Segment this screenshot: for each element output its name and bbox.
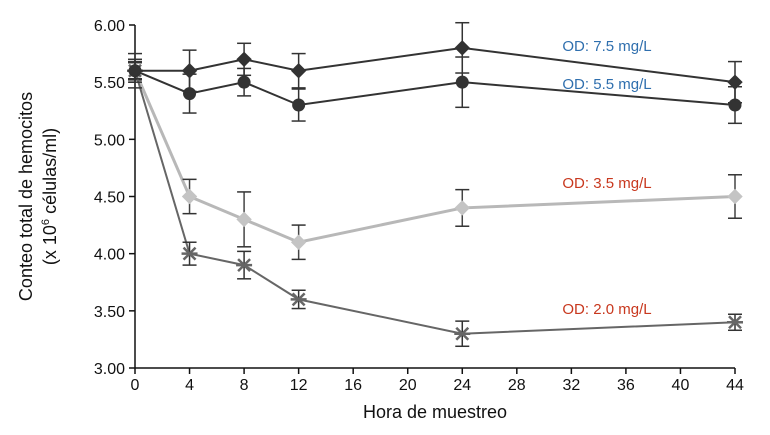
y-tick-label: 5.00 [94,132,125,149]
data-point [290,63,307,79]
labels: OD: 7.5 mg/L OD: 5.5 mg/L OD: 3.5 mg/L OD: … [562,38,651,318]
x-tick-label: 8 [240,377,249,394]
data-point [454,200,470,216]
x-tick-label: 44 [726,377,744,394]
data-point [127,63,143,79]
y-axis-title-prefix: (x 10 [40,225,60,265]
x-tick-label: 12 [290,377,308,394]
series-label-4: OD: 2.0 mg/L [562,301,651,318]
y-tick-label: 4.00 [94,247,125,264]
data-point [183,87,197,101]
series-2 [128,56,742,125]
y-tick-label: 6.00 [94,18,125,35]
data-point [454,40,470,56]
series-line [134,70,736,335]
data-point [454,326,471,341]
x-tick-label: 36 [617,377,635,394]
x-tick-label: 32 [562,377,580,394]
data-point [727,188,743,205]
data-point [727,74,743,90]
y-axis-title-suffix: células/ml) [40,128,60,219]
y-axis-title-line2: (x 106 células/ml) [40,128,60,265]
series-line [134,69,736,107]
x-tick-label: 20 [399,377,417,394]
x-tick-label: 0 [131,377,140,394]
data-point [727,315,743,330]
data-point [728,98,742,112]
data-point [181,188,198,205]
data-point [290,234,307,250]
axes: 3.00 3.50 4.00 4.50 5.00 5.50 6.00 0 4 8 12 16 20 24 2… [94,18,744,394]
series-1 [127,21,743,104]
y-tick-label: 5.50 [94,75,125,92]
x-tick-label: 24 [453,377,471,394]
y-tick-label: 3.00 [94,361,125,378]
data-point [236,211,252,228]
y-axis-title-superscript: 6 [40,219,52,225]
data-point [290,292,307,307]
x-tick-label: 16 [344,377,362,394]
data-point [455,75,469,89]
data-point [237,75,251,89]
series-line [133,70,736,244]
series-label-2: OD: 5.5 mg/L [562,76,651,93]
x-tick-label: 28 [508,377,526,394]
series-label-3: OD: 3.5 mg/L [562,175,651,192]
y-axis-title-line1: Conteo total de hemocitos [16,92,36,301]
x-tick-label: 40 [672,377,690,394]
series-label-1: OD: 7.5 mg/L [562,38,651,55]
series-line [135,46,736,84]
data-point [236,258,253,272]
x-axis-title: Hora de muestreo [363,402,507,422]
y-tick-label: 4.50 [94,190,125,207]
y-tick-label: 3.50 [94,304,125,321]
x-tick-label: 4 [185,377,194,394]
data-point [181,246,198,261]
data-point [236,51,252,68]
data-point [181,63,198,79]
data-point [292,98,306,112]
series-layer [127,21,743,348]
